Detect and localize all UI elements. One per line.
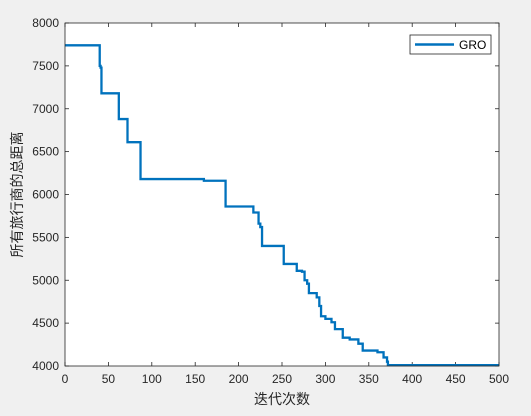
y-tick-label: 8000 (32, 16, 59, 30)
y-tick-label: 7500 (32, 59, 59, 73)
x-axis-title: 迭代次数 (254, 392, 310, 408)
y-tick-label: 5500 (32, 230, 59, 244)
y-axis-ticks: 4000 4500 5000 5500 6000 6500 7000 7500 8000 (32, 16, 499, 373)
x-tick-label: 50 (102, 372, 116, 386)
y-axis-title: 所有旅行商的总距离 (9, 132, 26, 258)
y-tick-label: 7000 (32, 102, 59, 116)
y-tick-label: 6000 (32, 188, 59, 202)
y-tick-label: 6500 (32, 145, 59, 159)
y-tick-label: 5000 (32, 273, 59, 287)
x-tick-label: 500 (489, 372, 509, 386)
x-tick-label: 100 (142, 372, 162, 386)
x-tick-label: 0 (62, 372, 69, 386)
legend-label-gro: GRO (459, 38, 486, 52)
x-tick-label: 350 (359, 372, 379, 386)
x-tick-label: 450 (446, 372, 466, 386)
plot-area (65, 23, 499, 366)
x-axis-ticks: 0 50 100 150 200 250 300 350 400 450 500 (62, 23, 509, 386)
legend: GRO (409, 34, 492, 55)
axes-box (64, 22, 500, 367)
y-tick-label: 4000 (32, 359, 59, 373)
series-layer (65, 44, 499, 367)
y-tick-label: 4500 (32, 316, 59, 330)
series-line-gro (65, 44, 499, 367)
x-tick-label: 150 (185, 372, 205, 386)
x-tick-label: 200 (229, 372, 249, 386)
x-tick-label: 400 (402, 372, 422, 386)
x-tick-label: 300 (315, 372, 335, 386)
x-tick-label: 250 (272, 372, 292, 386)
